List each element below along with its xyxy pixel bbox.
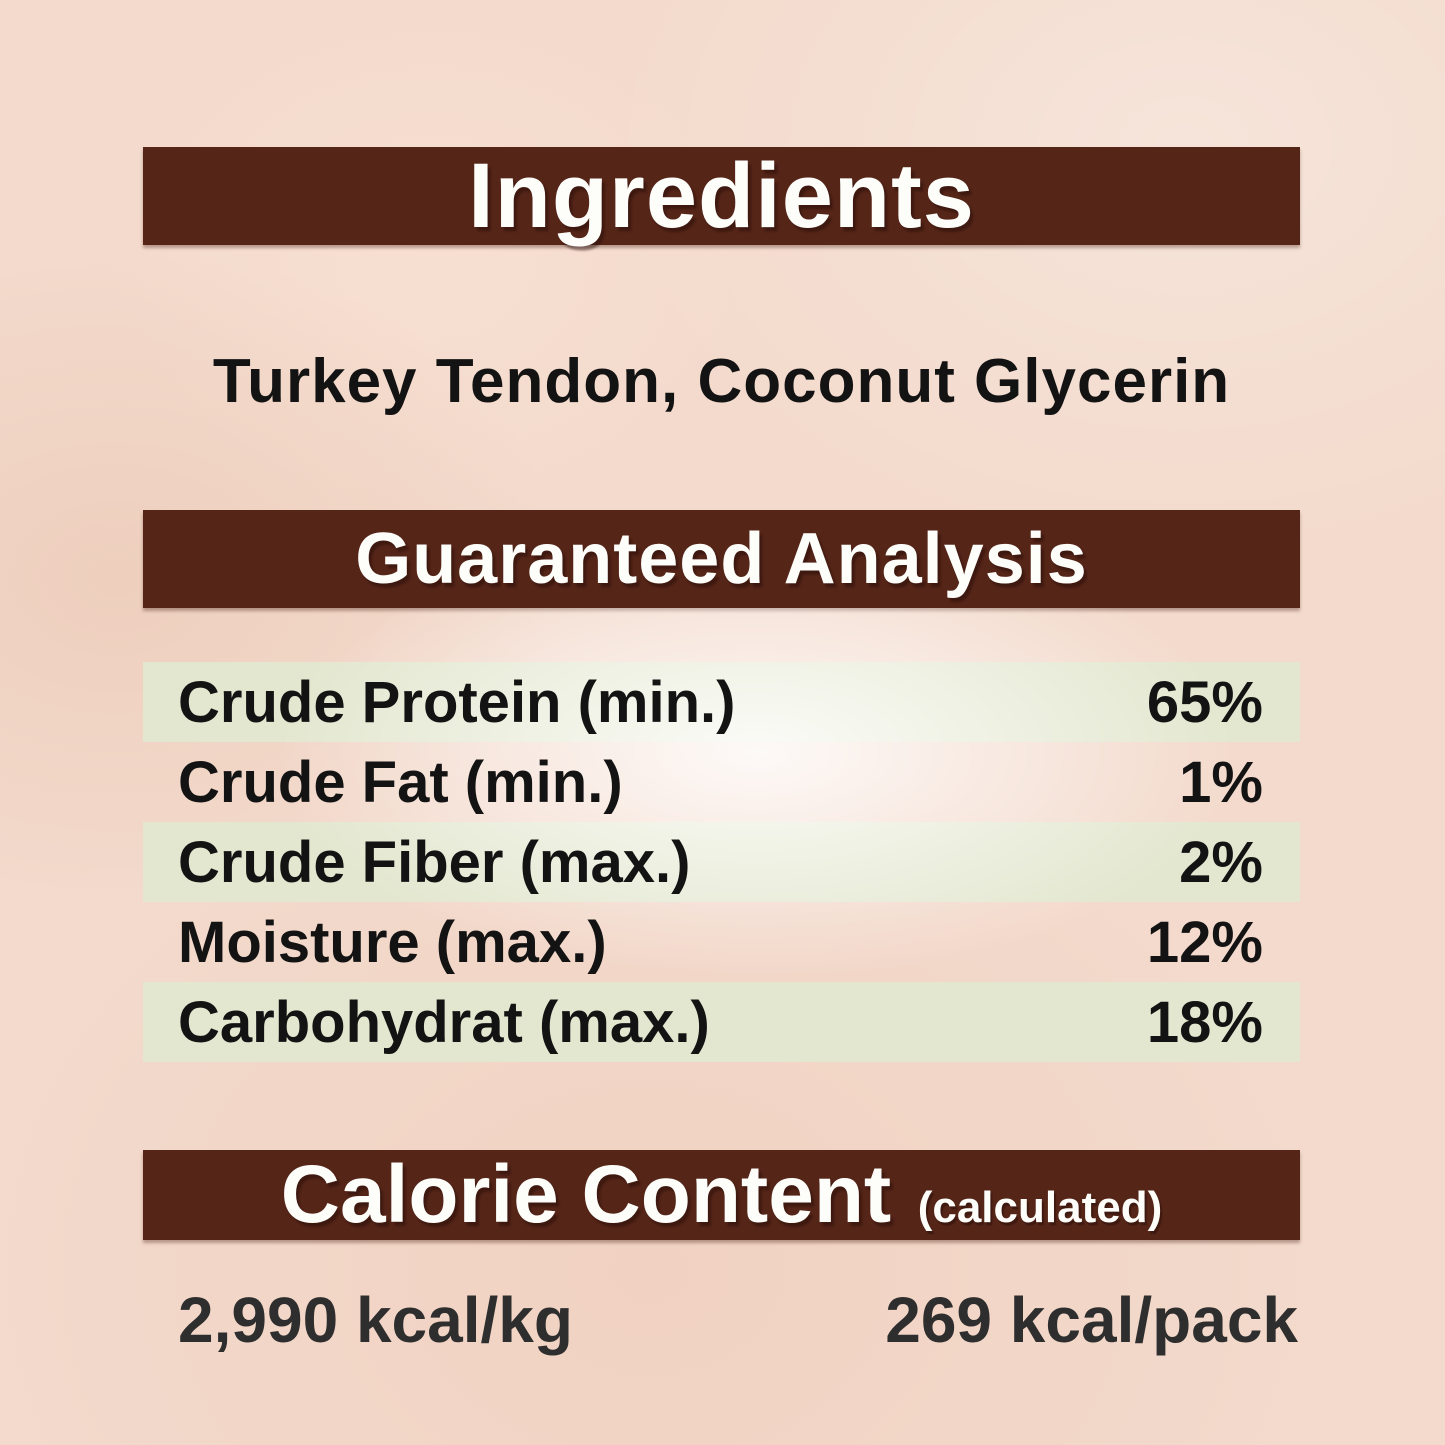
- calorie-content-subtitle: (calculated): [917, 1183, 1163, 1232]
- calorie-header-line: Calorie Content (calculated): [143, 1150, 1300, 1263]
- guaranteed-analysis-title: Guaranteed Analysis: [355, 519, 1088, 599]
- table-row: Crude Protein (min.) 65%: [143, 662, 1300, 742]
- row-value: 12%: [1146, 909, 1263, 975]
- ingredients-header-bar: Ingredients: [143, 147, 1300, 245]
- row-value: 65%: [1146, 669, 1263, 735]
- calorie-content-header-bar: Calorie Content (calculated): [143, 1150, 1300, 1240]
- table-row: Crude Fat (min.) 1%: [143, 742, 1300, 822]
- row-label: Crude Protein (min.): [178, 669, 736, 735]
- calorie-values-row: 2,990 kcal/kg 269 kcal/pack: [178, 1288, 1298, 1352]
- table-row: Moisture (max.) 12%: [143, 902, 1300, 982]
- guaranteed-analysis-header-bar: Guaranteed Analysis: [143, 510, 1300, 608]
- row-value: 2%: [1179, 829, 1263, 895]
- row-value: 1%: [1179, 749, 1263, 815]
- calorie-per-pack: 269 kcal/pack: [885, 1284, 1298, 1356]
- row-label: Moisture (max.): [178, 909, 607, 975]
- table-row: Carbohydrat (max.) 18%: [143, 982, 1300, 1062]
- row-label: Crude Fat (min.): [178, 749, 623, 815]
- guaranteed-analysis-table: Crude Protein (min.) 65% Crude Fat (min.…: [143, 608, 1300, 1062]
- ingredients-title: Ingredients: [468, 145, 975, 247]
- calorie-content-title: Calorie Content: [280, 1149, 892, 1240]
- row-label: Carbohydrat (max.): [178, 989, 710, 1055]
- ingredients-list: Turkey Tendon, Coconut Glycerin: [212, 347, 1231, 416]
- row-value: 18%: [1146, 989, 1263, 1055]
- row-label: Crude Fiber (max.): [178, 829, 691, 895]
- table-row: Crude Fiber (max.) 2%: [143, 822, 1300, 902]
- calorie-per-kg: 2,990 kcal/kg: [178, 1284, 573, 1356]
